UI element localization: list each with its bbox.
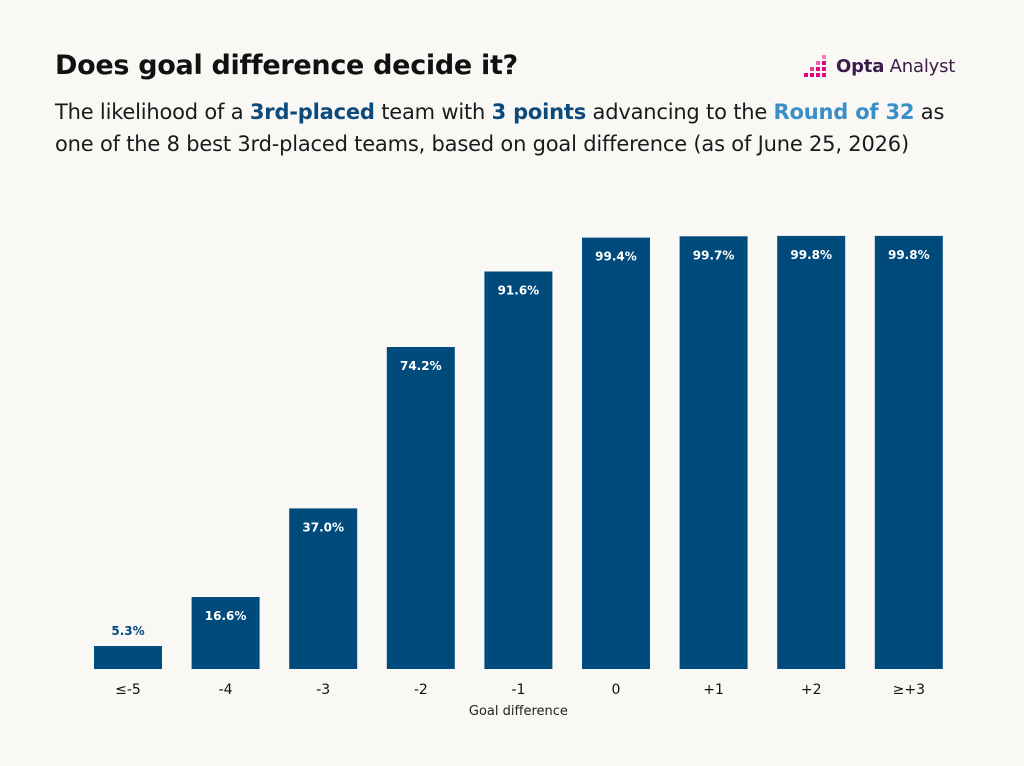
x-tick-label-5: 0 <box>612 682 621 698</box>
chart-title: Does goal difference decide it? <box>55 50 518 81</box>
x-tick-label-2: -3 <box>316 682 330 698</box>
bar-2 <box>289 508 358 669</box>
bar-1 <box>191 597 260 669</box>
bar-6 <box>679 236 748 670</box>
bar-value-label-7: 99.8% <box>790 248 832 262</box>
bar-value-label-5: 99.4% <box>595 250 637 264</box>
opta-analyst-logo: Opta Analyst <box>804 53 964 79</box>
x-axis-title: Goal difference <box>469 704 568 719</box>
x-tick-label-7: +2 <box>801 682 822 698</box>
bar-value-label-3: 74.2% <box>400 359 442 373</box>
bar-value-label-6: 99.7% <box>693 248 735 262</box>
bar-value-label-8: 99.8% <box>888 248 930 262</box>
logo-text-light: Analyst <box>889 55 956 77</box>
bar-3 <box>386 347 455 669</box>
opta-logo-icon <box>804 55 826 77</box>
logo-text: Opta Analyst <box>836 56 955 77</box>
bar-value-labels-group: 5.3% 16.6% 37.0% 74.2% 91.6% 99.4% 99.7% 99.8% 9… <box>111 248 929 638</box>
bar-value-label-1: 16.6% <box>205 609 247 623</box>
bar-7 <box>777 235 846 669</box>
subtitle-highlight-3rd-placed: 3rd-placed <box>249 100 375 124</box>
chart-subtitle: The likelihood of a 3rd-placed team with… <box>55 96 975 160</box>
bar-0 <box>94 646 162 669</box>
x-tick-label-1: -4 <box>219 682 233 698</box>
subtitle-part: The likelihood of a <box>55 100 250 124</box>
x-tick-label-8: ≥+3 <box>893 682 925 698</box>
x-tick-label-6: +1 <box>703 682 724 698</box>
subtitle-highlight-3-points: 3 points <box>491 100 587 124</box>
subtitle-part: as one of the 8 best 3rd-placed teams, b… <box>55 100 945 156</box>
subtitle-part: team with <box>374 100 492 124</box>
bar-value-label-2: 37.0% <box>302 520 344 534</box>
x-tick-label-4: -1 <box>511 682 525 698</box>
subtitle-highlight-round-of-32: Round of 32 <box>773 100 915 124</box>
x-tick-label-3: -2 <box>414 682 428 698</box>
bar-value-label-4: 91.6% <box>498 284 540 298</box>
subtitle-part: advancing to the <box>586 100 774 124</box>
bar-5 <box>582 237 650 669</box>
bars-group <box>94 235 943 670</box>
logo-text-strong: Opta <box>836 55 885 77</box>
bar-4 <box>484 271 553 669</box>
x-tick-labels-group: ≤-5 -4 -3 -2 -1 0 +1 +2 ≥+3 <box>115 682 925 698</box>
bar-value-label-0: 5.3% <box>111 624 144 638</box>
x-tick-label-0: ≤-5 <box>115 682 141 698</box>
bar-8 <box>874 235 943 669</box>
